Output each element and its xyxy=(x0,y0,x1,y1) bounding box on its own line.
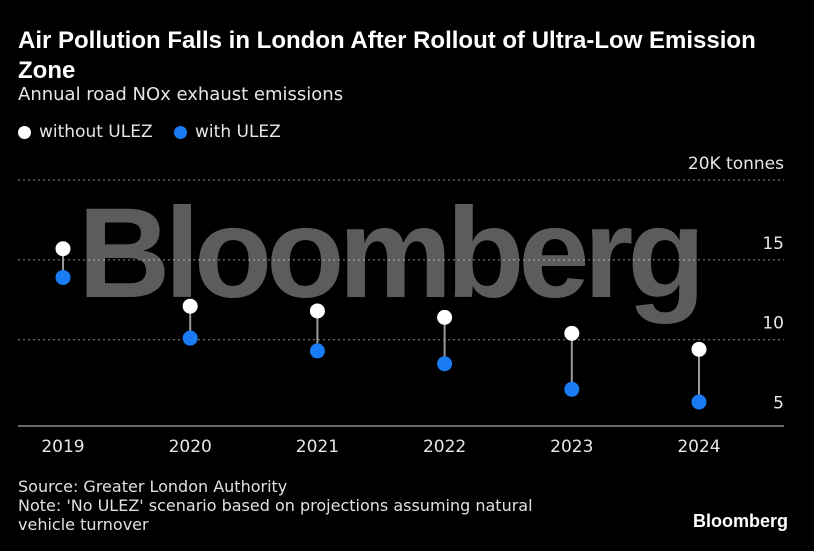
x-tick-label: 2024 xyxy=(677,437,720,457)
methodology-note: Note: 'No ULEZ' scenario based on projec… xyxy=(18,496,533,534)
x-tick-label: 2020 xyxy=(169,437,212,457)
y-tick-label: 5 xyxy=(773,394,784,414)
point-with-ulez xyxy=(437,356,453,372)
point-without-ulez xyxy=(182,298,198,314)
chart-plot: 5 10 15 20K tonnes 2019 2020 2021 2022 2023 2024 xyxy=(18,154,784,457)
source-note: Source: Greater London Authority xyxy=(18,477,288,496)
chart-title: Air Pollution Falls in London After Roll… xyxy=(18,27,756,84)
blue-dot-icon xyxy=(174,125,188,139)
point-without-ulez xyxy=(55,241,71,257)
x-tick-label: 2023 xyxy=(550,437,593,457)
point-without-ulez xyxy=(691,341,707,357)
point-with-ulez xyxy=(691,394,707,410)
point-without-ulez xyxy=(564,325,580,341)
legend-item-with-ulez: with ULEZ xyxy=(174,121,281,143)
legend-label-with-ulez: with ULEZ xyxy=(195,122,281,142)
point-with-ulez xyxy=(309,343,325,359)
legend: without ULEZ with ULEZ xyxy=(18,121,297,145)
x-tick-label: 2021 xyxy=(296,437,339,457)
y-tick-label: 15 xyxy=(762,234,784,254)
chart-subtitle: Annual road NOx exhaust emissions xyxy=(18,84,344,105)
x-tick-label: 2019 xyxy=(41,437,84,457)
legend-label-without-ulez: without ULEZ xyxy=(39,122,153,142)
y-tick-label: 10 xyxy=(762,314,784,334)
white-dot-icon xyxy=(18,125,31,139)
point-with-ulez xyxy=(564,381,580,397)
point-without-ulez xyxy=(437,309,453,325)
point-with-ulez xyxy=(55,269,71,285)
point-without-ulez xyxy=(309,303,325,319)
legend-item-without-ulez: without ULEZ xyxy=(18,121,153,143)
bloomberg-logo: Bloomberg xyxy=(692,511,788,531)
point-with-ulez xyxy=(182,330,198,346)
y-tick-label: 20K tonnes xyxy=(688,154,784,174)
x-tick-label: 2022 xyxy=(423,437,466,457)
chart-footer: Source: Greater London Authority Note: '… xyxy=(18,477,578,534)
